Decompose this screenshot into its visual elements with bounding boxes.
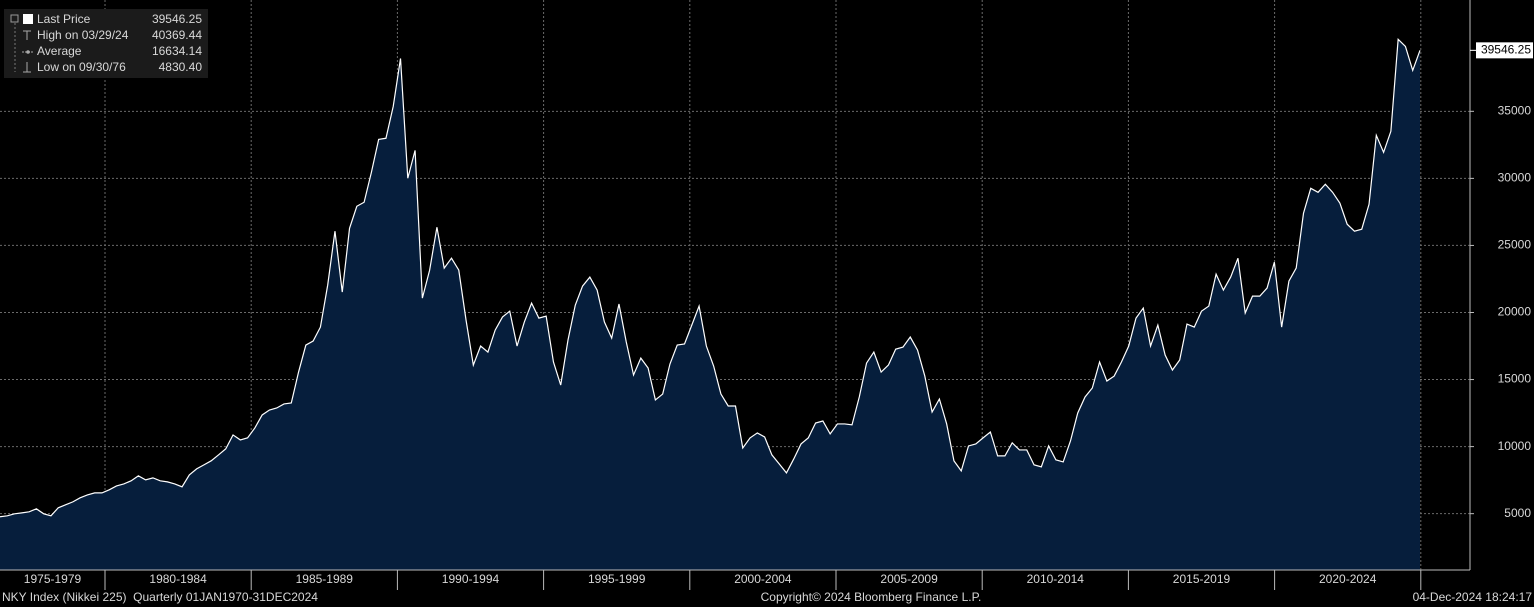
y-tick-label: 15000	[1498, 372, 1532, 386]
footer-center: Copyright© 2024 Bloomberg Finance L.P.	[761, 590, 982, 604]
plot-area	[0, 0, 1470, 571]
x-tick-label: 1990-1994	[442, 572, 500, 586]
legend-label: Last Price	[37, 12, 91, 26]
y-tick-label: 30000	[1498, 171, 1532, 185]
x-tick-label: 1980-1984	[149, 572, 207, 586]
x-tick-label: 1975-1979	[24, 572, 82, 586]
y-tick-label: 25000	[1498, 238, 1532, 252]
area-fill	[0, 39, 1420, 571]
legend-label: Low on 09/30/76	[37, 60, 126, 74]
legend-value: 16634.14	[152, 44, 202, 58]
legend-value: 40369.44	[152, 28, 202, 42]
legend-icon-average-dot	[26, 50, 30, 54]
footer-right: 04-Dec-2024 18:24:17	[1413, 590, 1533, 604]
legend: Last Price 39546.25 High on 03/29/24 403…	[4, 9, 208, 78]
legend-label: Average	[37, 44, 82, 58]
legend-box	[4, 9, 208, 78]
x-tick-label: 2010-2014	[1027, 572, 1085, 586]
footer-left: NKY Index (Nikkei 225) Quarterly 01JAN19…	[2, 590, 318, 604]
legend-icon-low	[23, 62, 31, 73]
y-tick-label: 20000	[1498, 305, 1532, 319]
legend-toggle	[10, 14, 19, 23]
legend-label: High on 03/29/24	[37, 28, 129, 42]
last-price-box	[1476, 42, 1533, 59]
x-tick-label: 1985-1989	[296, 572, 354, 586]
x-tick-label: 1995-1999	[588, 572, 646, 586]
y-tick-label: 5000	[1504, 506, 1531, 520]
legend-swatch	[23, 14, 33, 24]
x-tick-label: 2005-2009	[880, 572, 938, 586]
x-tick-label: 2015-2019	[1173, 572, 1231, 586]
last-price-label: 39546.25	[1481, 43, 1531, 57]
y-tick-label: 35000	[1498, 103, 1532, 117]
legend-value: 39546.25	[152, 12, 202, 26]
legend-icon-high	[23, 30, 31, 40]
x-tick-label: 2020-2024	[1319, 572, 1377, 586]
y-tick-label: 10000	[1498, 439, 1532, 453]
x-tick-label: 2000-2004	[734, 572, 792, 586]
price-line	[0, 37, 1421, 518]
legend-value: 4830.40	[159, 60, 203, 74]
